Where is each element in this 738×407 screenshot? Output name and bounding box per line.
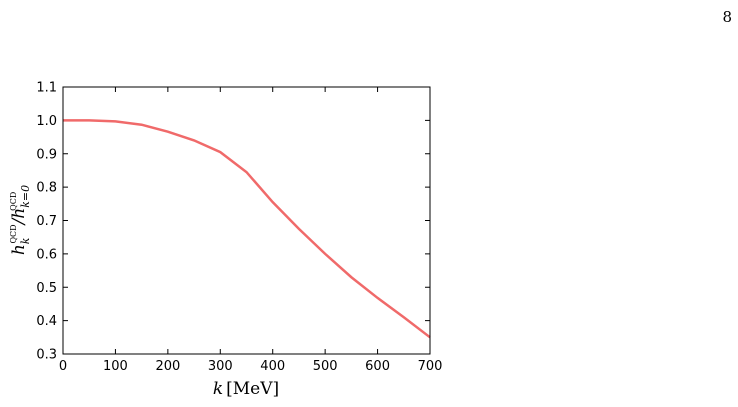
y-tick-label: 0.5 bbox=[36, 281, 57, 296]
x-tick-label: 300 bbox=[208, 359, 233, 374]
y-tick-label: 0.3 bbox=[36, 348, 57, 363]
x-axis-label: k [MeV] bbox=[213, 379, 279, 399]
page-number: 8 bbox=[722, 8, 732, 26]
y-label-part: QCD bbox=[9, 192, 18, 211]
x-tick-label: 100 bbox=[103, 359, 128, 374]
y-tick-label: 0.9 bbox=[36, 147, 57, 162]
y-label-part: QCD bbox=[9, 224, 18, 243]
x-tick-label: 200 bbox=[155, 359, 180, 374]
x-tick-label: 700 bbox=[418, 359, 443, 374]
x-tick-label: 600 bbox=[365, 359, 390, 374]
x-label-part: k bbox=[213, 379, 223, 399]
x-tick-label: 500 bbox=[313, 359, 338, 374]
x-tick-label: 400 bbox=[260, 359, 285, 374]
y-tick-label: 1.0 bbox=[36, 114, 57, 129]
data-line bbox=[63, 119, 431, 339]
y-tick-label: 1.1 bbox=[36, 81, 57, 96]
y-tick-label: 0.7 bbox=[36, 214, 57, 229]
x-label-part: [MeV] bbox=[226, 379, 279, 399]
y-label-part: h bbox=[9, 244, 29, 255]
y-label-part: k=0 bbox=[19, 185, 32, 208]
plot-frame bbox=[62, 86, 431, 355]
y-tick-label: 0.8 bbox=[36, 181, 57, 196]
x-tick-label: 0 bbox=[59, 359, 67, 374]
y-label-part: /h bbox=[9, 208, 29, 227]
y-tick-label: 0.4 bbox=[36, 314, 57, 329]
y-tick-label: 0.6 bbox=[36, 247, 57, 262]
y-axis-label: hkQCD/hk=0QCD bbox=[9, 185, 32, 255]
y-label-part: k bbox=[19, 237, 32, 244]
